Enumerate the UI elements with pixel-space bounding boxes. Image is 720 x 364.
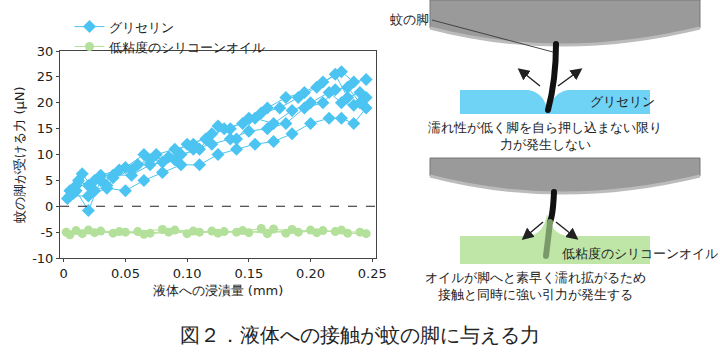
svg-text:液体への浸漬量 (mm): 液体への浸漬量 (mm) <box>153 283 284 298</box>
svg-text:接触と同時に強い引力が発生する: 接触と同時に強い引力が発生する <box>438 287 633 302</box>
svg-text:10: 10 <box>37 147 54 162</box>
svg-text:0.20: 0.20 <box>296 266 325 281</box>
svg-text:蚊の脚: 蚊の脚 <box>390 12 429 27</box>
svg-text:オイルが脚へと素早く濡れ拡がるため: オイルが脚へと素早く濡れ拡がるため <box>425 270 646 285</box>
svg-text:0.10: 0.10 <box>173 266 202 281</box>
svg-text:低粘度のシリコーンオイル: 低粘度のシリコーンオイル <box>562 246 718 261</box>
svg-text:25: 25 <box>37 69 54 84</box>
svg-text:5: 5 <box>45 173 53 188</box>
svg-text:0.05: 0.05 <box>111 266 140 281</box>
svg-text:0.15: 0.15 <box>234 266 263 281</box>
svg-text:蚊の脚が受ける力 (μN): 蚊の脚が受ける力 (μN) <box>12 86 27 222</box>
svg-text:0: 0 <box>45 199 53 214</box>
svg-text:図２．液体への接触が蚊の脚に与える力: 図２．液体への接触が蚊の脚に与える力 <box>180 323 540 347</box>
svg-text:20: 20 <box>37 95 54 110</box>
svg-text:0.25: 0.25 <box>358 266 387 281</box>
svg-text:30: 30 <box>37 44 54 59</box>
svg-text:0: 0 <box>60 266 68 281</box>
svg-text:低粘度のシリコーンオイル: 低粘度のシリコーンオイル <box>109 40 265 55</box>
svg-text:15: 15 <box>37 121 54 136</box>
svg-text:グリセリン: グリセリン <box>109 20 174 35</box>
svg-text:-10: -10 <box>32 251 53 266</box>
svg-text:力が発生しない: 力が発生しない <box>500 137 591 152</box>
svg-text:グリセリン: グリセリン <box>590 94 655 109</box>
svg-text:濡れ性が低く脚を自ら押し込まない限り: 濡れ性が低く脚を自ら押し込まない限り <box>428 120 662 135</box>
svg-text:-5: -5 <box>40 225 53 240</box>
